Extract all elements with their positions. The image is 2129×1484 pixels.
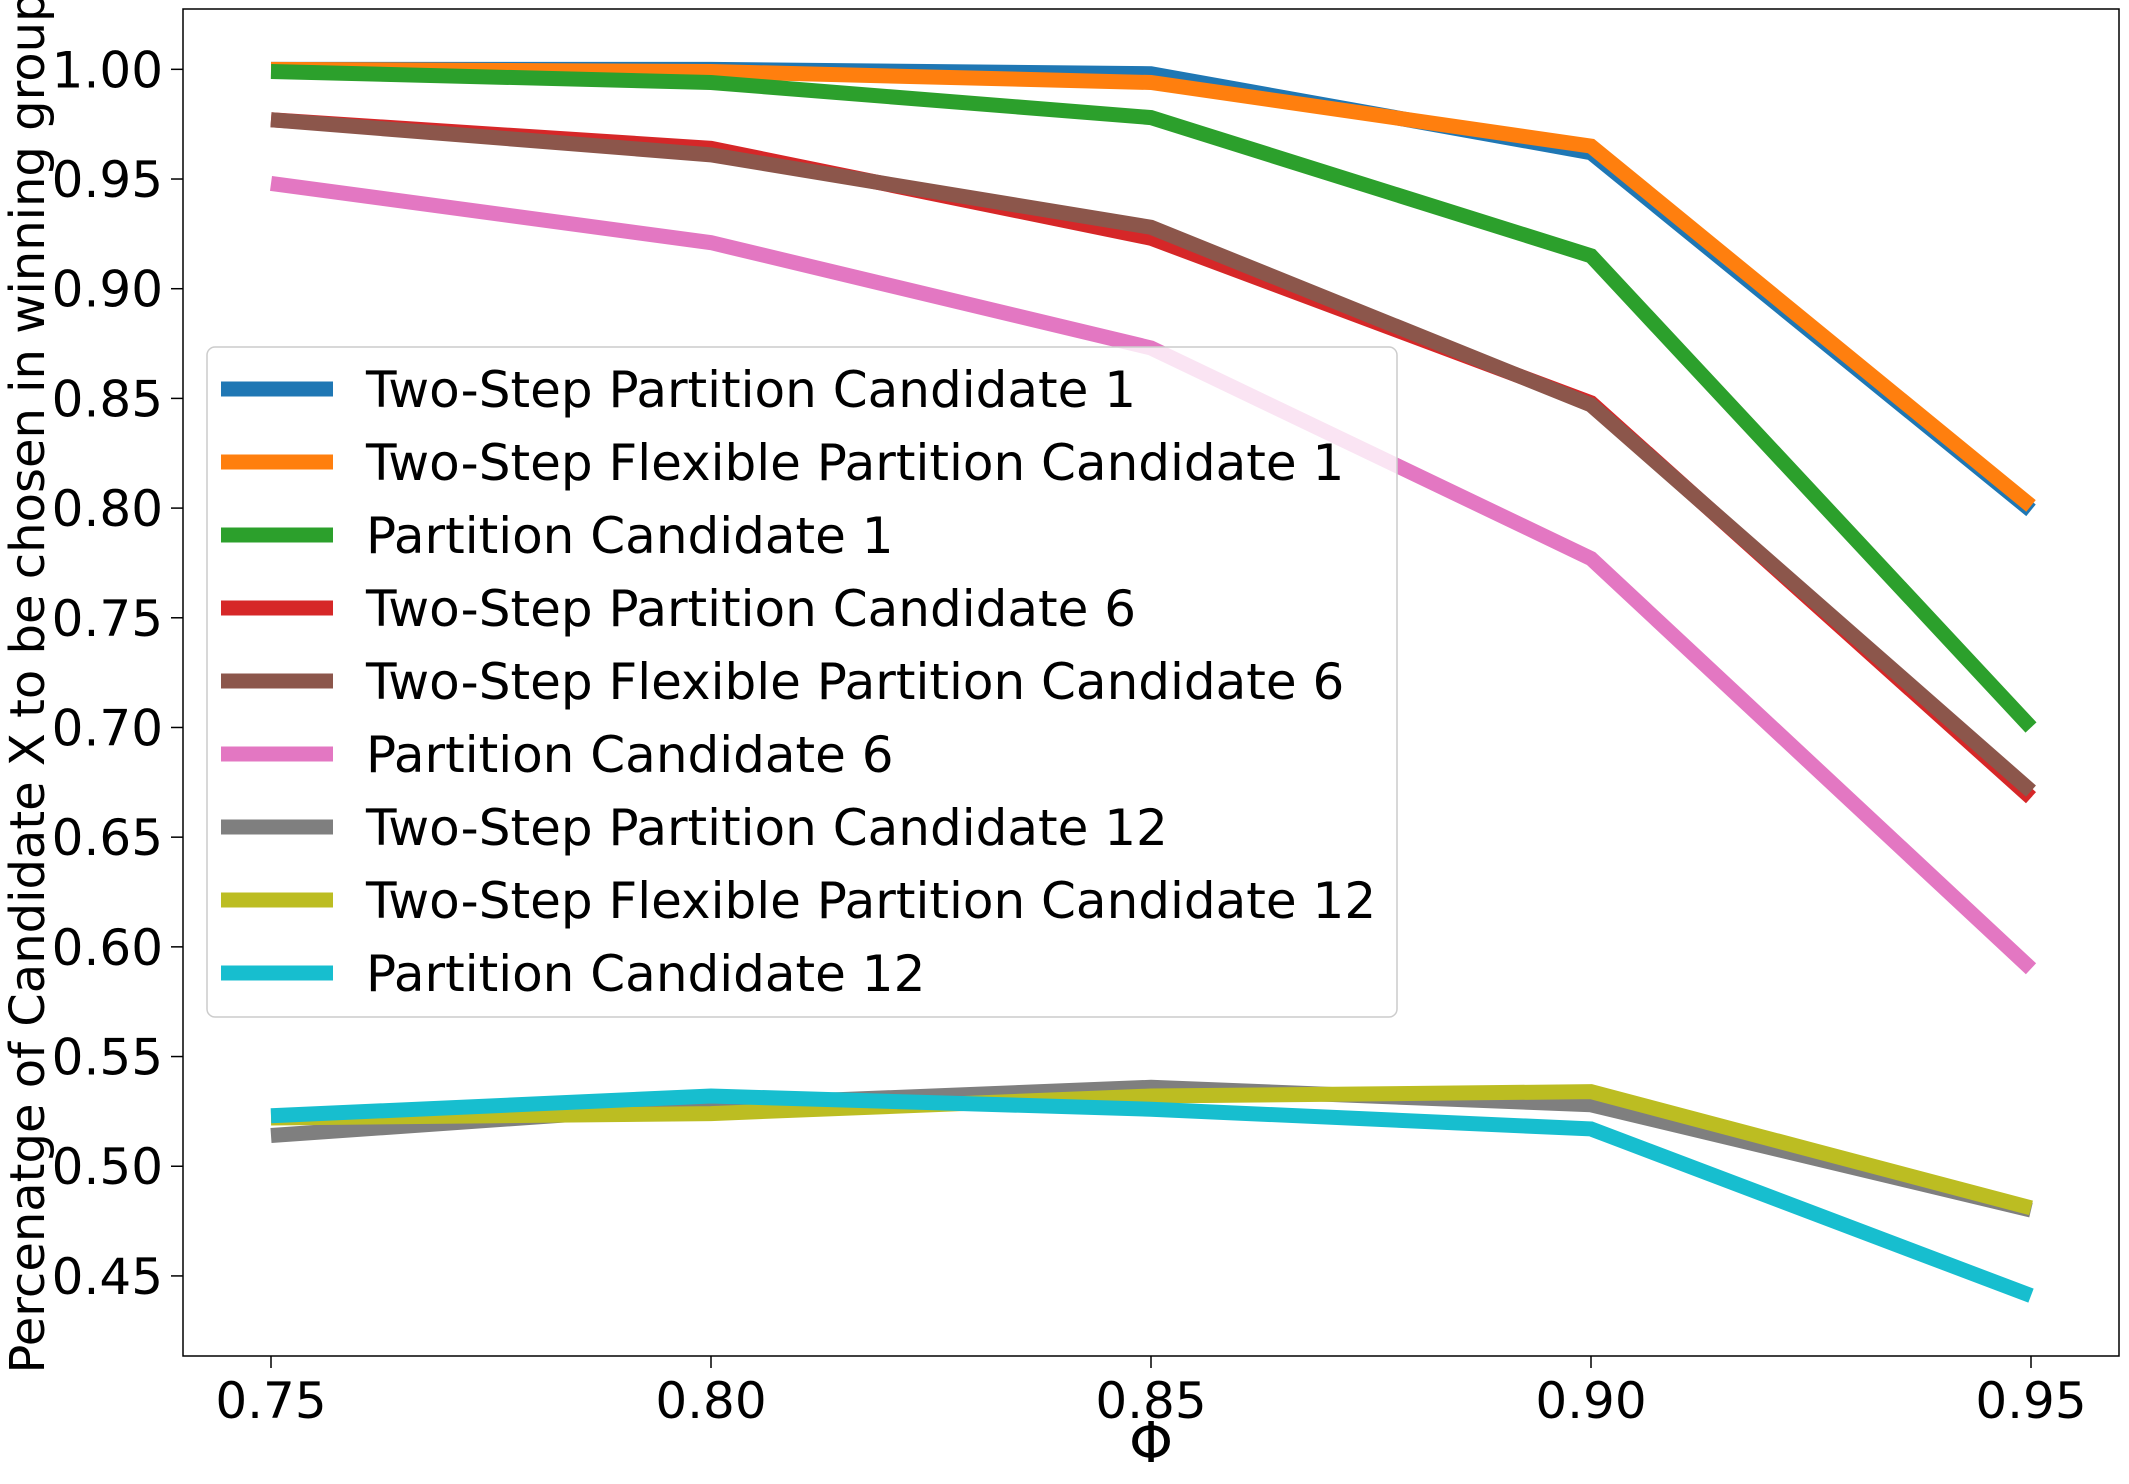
y-axis-ticks: 0.45 0.50 0.55 0.60 0.65 0.70 0.75 0.80 0.85 0.90… <box>52 41 183 1306</box>
x-axis-ticks: 0.75 0.80 0.85 0.90 0.95 <box>215 1356 2087 1430</box>
y-tick-label: 0.55 <box>52 1029 163 1087</box>
series-line-8 <box>270 1084 2033 1216</box>
y-axis-label: Percenatge of Candidate X to be chosen i… <box>0 0 56 1374</box>
x-tick-label: 0.95 <box>1975 1372 2086 1430</box>
x-tick-label: 0.80 <box>655 1372 766 1430</box>
series-line-2 <box>270 61 2036 512</box>
y-tick-label: 0.50 <box>52 1138 163 1196</box>
legend-box <box>206 346 1398 1018</box>
y-tick-label: 0.85 <box>52 370 163 428</box>
legend-label-4: Two-Step Partition Candidate 6 <box>365 580 1136 638</box>
y-tick-label: 0.75 <box>52 590 163 648</box>
x-axis-label: Φ <box>1129 1411 1173 1476</box>
legend-label-3: Partition Candidate 1 <box>366 507 894 565</box>
y-tick-label: 0.60 <box>52 919 163 977</box>
series-line-9 <box>270 1088 2034 1303</box>
y-tick-label: 0.45 <box>52 1248 163 1306</box>
legend-label-9: Partition Candidate 12 <box>366 945 925 1003</box>
legend: Two-Step Partition Candidate 1 Two-Step F… <box>206 346 1398 1018</box>
legend-label-1: Two-Step Partition Candidate 1 <box>365 361 1136 419</box>
series-line-3 <box>270 64 2037 733</box>
x-tick-label: 0.75 <box>215 1372 326 1430</box>
y-tick-label: 0.90 <box>52 261 163 319</box>
legend-label-6: Partition Candidate 6 <box>366 726 894 784</box>
y-tick-label: 0.95 <box>52 151 163 209</box>
y-tick-label: 0.70 <box>52 699 163 757</box>
y-tick-label: 1.00 <box>52 41 163 99</box>
y-tick-label: 0.65 <box>52 809 163 867</box>
x-tick-label: 0.90 <box>1535 1372 1646 1430</box>
legend-label-8: Two-Step Flexible Partition Candidate 12 <box>365 872 1376 930</box>
series-line-5 <box>270 112 2036 797</box>
legend-label-2: Two-Step Flexible Partition Candidate 1 <box>365 434 1344 492</box>
y-tick-label: 0.80 <box>52 480 163 538</box>
legend-label-7: Two-Step Partition Candidate 12 <box>365 799 1168 857</box>
legend-label-5: Two-Step Flexible Partition Candidate 6 <box>365 653 1344 711</box>
x-tick-label: 0.85 <box>1095 1372 1206 1430</box>
